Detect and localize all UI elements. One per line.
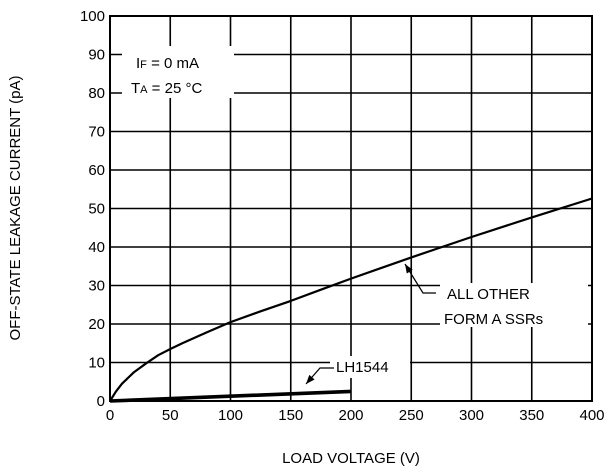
series-label-all-other-line1: ALL OTHER	[447, 286, 530, 303]
y-tick-label-30: 30	[88, 278, 105, 295]
x-axis-title: LOAD VOLTAGE (V)	[282, 450, 420, 467]
y-tick-label-80: 80	[88, 85, 105, 102]
y-tick-label-40: 40	[88, 239, 105, 256]
leader-lines	[305, 263, 436, 385]
x-tick-label-350: 350	[519, 407, 544, 424]
series-label-lh1544: LH1544	[336, 359, 389, 376]
leader-all-other-arrowhead	[405, 264, 413, 274]
x-tick-label-100: 100	[218, 407, 243, 424]
y-tick-label-90: 90	[88, 47, 105, 64]
y-tick-label-60: 60	[88, 162, 105, 179]
grid	[110, 16, 592, 401]
x-tick-label-250: 250	[399, 407, 424, 424]
label-box-all-other	[440, 283, 588, 327]
plot-frame	[109, 15, 593, 402]
leader-all-other-line	[404, 263, 436, 294]
x-tick-label-150: 150	[278, 407, 303, 424]
label-box-lh1544	[330, 356, 410, 378]
condition-if: IF = 0 mA	[136, 55, 199, 72]
y-tick-label-100: 100	[80, 8, 105, 25]
y-axis-title: OFF-STATE LEAKAGE CURRENT (pA)	[7, 75, 24, 340]
condition-ta: TA = 25 °C	[131, 80, 202, 97]
y-tick-label-0: 0	[97, 393, 105, 410]
leader-lh1544-arrowhead	[306, 374, 315, 384]
series-line-lh1544	[109, 389, 352, 403]
x-tick-label-0: 0	[106, 407, 114, 424]
x-tick-label-200: 200	[338, 407, 363, 424]
conditions-box	[122, 46, 234, 98]
series-label-all-other-line2: FORM A SSRs	[444, 311, 543, 328]
series	[109, 197, 593, 403]
y-tick-label-70: 70	[88, 124, 105, 141]
series-line-all-other-form-a-ssrs	[109, 197, 593, 402]
y-tick-label-10: 10	[88, 355, 105, 372]
y-tick-label-50: 50	[88, 201, 105, 218]
y-tick-label-20: 20	[88, 316, 105, 333]
x-tick-label-400: 400	[579, 407, 604, 424]
x-tick-label-50: 50	[162, 407, 179, 424]
ticks: 0 50 100 150 200 250 300 350 400 0 10 20 30 40 50 60 70 8…	[80, 8, 605, 424]
x-tick-label-300: 300	[459, 407, 484, 424]
